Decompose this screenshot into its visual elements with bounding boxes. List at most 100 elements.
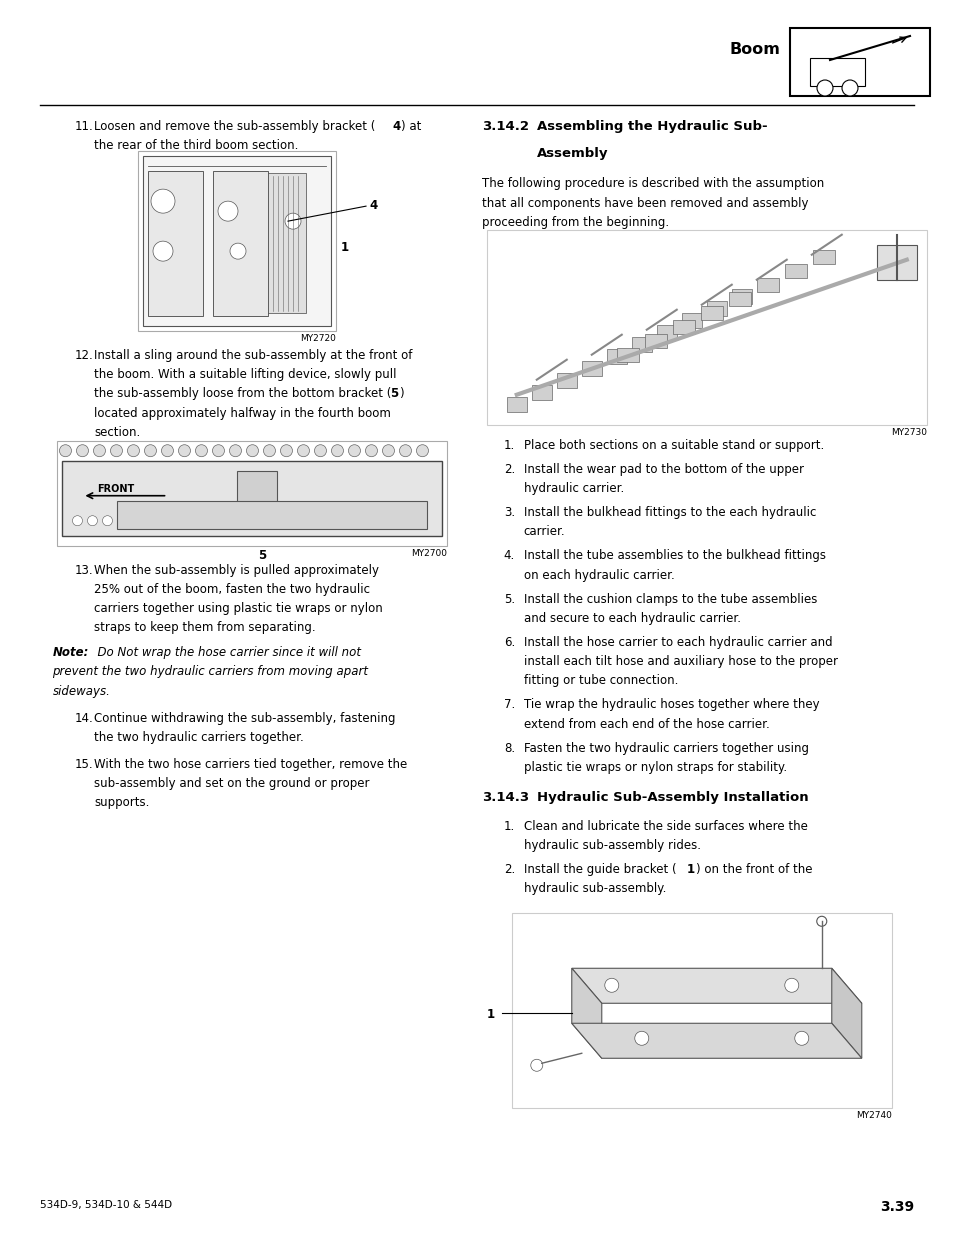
Text: The following procedure is described with the assumption: The following procedure is described wit… bbox=[481, 178, 823, 190]
Circle shape bbox=[314, 445, 326, 457]
Text: 1: 1 bbox=[486, 1008, 495, 1021]
Text: 7.: 7. bbox=[503, 699, 515, 711]
Text: 3.39: 3.39 bbox=[879, 1200, 913, 1214]
Circle shape bbox=[784, 978, 798, 992]
Circle shape bbox=[841, 80, 857, 96]
Text: sideways.: sideways. bbox=[52, 684, 111, 698]
Text: ) on the front of the: ) on the front of the bbox=[695, 863, 811, 876]
Circle shape bbox=[416, 445, 428, 457]
Text: carrier.: carrier. bbox=[523, 525, 565, 538]
Circle shape bbox=[263, 445, 275, 457]
Polygon shape bbox=[571, 968, 861, 1003]
Text: ): ) bbox=[399, 388, 404, 400]
Text: 1.: 1. bbox=[503, 438, 515, 452]
Bar bbox=[706, 300, 726, 316]
Bar bbox=[672, 320, 694, 333]
Bar bbox=[581, 361, 601, 375]
Text: prevent the two hydraulic carriers from moving apart: prevent the two hydraulic carriers from … bbox=[52, 666, 368, 678]
Text: 4.: 4. bbox=[503, 550, 515, 562]
Circle shape bbox=[816, 916, 826, 926]
Bar bbox=[656, 325, 676, 340]
Text: 3.14.2: 3.14.2 bbox=[481, 120, 528, 133]
Circle shape bbox=[151, 189, 174, 214]
Text: section.: section. bbox=[94, 426, 141, 438]
Text: 8.: 8. bbox=[503, 742, 515, 755]
Text: the sub-assembly loose from the bottom bracket (: the sub-assembly loose from the bottom b… bbox=[94, 388, 392, 400]
Text: Note:: Note: bbox=[52, 646, 89, 659]
Text: MY2720: MY2720 bbox=[300, 335, 335, 343]
Text: straps to keep them from separating.: straps to keep them from separating. bbox=[94, 621, 315, 634]
Text: 5: 5 bbox=[258, 548, 266, 562]
Text: 4: 4 bbox=[392, 120, 400, 133]
Circle shape bbox=[230, 243, 246, 259]
Text: Assembly: Assembly bbox=[537, 147, 608, 159]
Circle shape bbox=[195, 445, 207, 457]
Text: the boom. With a suitable lifting device, slowly pull: the boom. With a suitable lifting device… bbox=[94, 368, 396, 382]
Text: proceeding from the beginning.: proceeding from the beginning. bbox=[481, 216, 668, 228]
Text: Install the hose carrier to each hydraulic carrier and: Install the hose carrier to each hydraul… bbox=[523, 636, 832, 650]
Text: supports.: supports. bbox=[94, 797, 150, 809]
Text: 534D-9, 534D-10 & 544D: 534D-9, 534D-10 & 544D bbox=[40, 1200, 172, 1210]
Circle shape bbox=[230, 445, 241, 457]
Circle shape bbox=[88, 516, 97, 526]
Text: 2.: 2. bbox=[503, 463, 515, 475]
Circle shape bbox=[178, 445, 191, 457]
Text: 3.14.3: 3.14.3 bbox=[481, 790, 528, 804]
Text: 11.: 11. bbox=[74, 120, 93, 133]
Text: plastic tie wraps or nylon straps for stability.: plastic tie wraps or nylon straps for st… bbox=[523, 761, 786, 774]
Text: hydraulic carrier.: hydraulic carrier. bbox=[523, 482, 623, 495]
Text: hydraulic sub-assembly rides.: hydraulic sub-assembly rides. bbox=[523, 839, 700, 852]
Circle shape bbox=[161, 445, 173, 457]
Circle shape bbox=[72, 516, 82, 526]
Text: located approximately halfway in the fourth boom: located approximately halfway in the fou… bbox=[94, 406, 391, 420]
Text: that all components have been removed and assembly: that all components have been removed an… bbox=[481, 196, 807, 210]
Text: Hydraulic Sub-Assembly Installation: Hydraulic Sub-Assembly Installation bbox=[537, 790, 807, 804]
Circle shape bbox=[634, 1031, 648, 1045]
Bar bbox=[506, 396, 526, 411]
Text: Install the wear pad to the bottom of the upper: Install the wear pad to the bottom of th… bbox=[523, 463, 803, 475]
Circle shape bbox=[285, 214, 301, 230]
Bar bbox=[617, 348, 639, 362]
Bar bbox=[511, 913, 891, 1108]
Bar bbox=[143, 156, 331, 326]
Circle shape bbox=[280, 445, 293, 457]
Text: Do Not wrap the hose carrier since it will not: Do Not wrap the hose carrier since it wi… bbox=[91, 646, 361, 659]
Text: and secure to each hydraulic carrier.: and secure to each hydraulic carrier. bbox=[523, 611, 740, 625]
Bar bbox=[756, 278, 778, 291]
Bar bbox=[631, 337, 651, 352]
Text: 4: 4 bbox=[369, 199, 376, 212]
Bar bbox=[62, 461, 442, 536]
Bar bbox=[117, 500, 427, 529]
Circle shape bbox=[246, 445, 258, 457]
Circle shape bbox=[102, 516, 112, 526]
Circle shape bbox=[152, 241, 172, 261]
Polygon shape bbox=[571, 1024, 861, 1058]
Circle shape bbox=[59, 445, 71, 457]
Text: Install a sling around the sub-assembly at the front of: Install a sling around the sub-assembly … bbox=[94, 350, 413, 362]
Circle shape bbox=[331, 445, 343, 457]
Bar bbox=[809, 58, 864, 86]
Circle shape bbox=[816, 80, 832, 96]
Bar bbox=[644, 333, 666, 348]
Text: 3.: 3. bbox=[503, 506, 515, 519]
Circle shape bbox=[297, 445, 309, 457]
Bar bbox=[237, 471, 277, 509]
Circle shape bbox=[604, 978, 618, 992]
Bar bbox=[812, 249, 834, 264]
Bar bbox=[681, 312, 701, 327]
Text: Boom: Boom bbox=[728, 42, 780, 57]
Text: 25% out of the boom, fasten the two hydraulic: 25% out of the boom, fasten the two hydr… bbox=[94, 583, 370, 595]
Bar bbox=[700, 306, 722, 320]
Text: Install the guide bracket (: Install the guide bracket ( bbox=[523, 863, 676, 876]
Circle shape bbox=[794, 1031, 808, 1045]
Text: FRONT: FRONT bbox=[97, 484, 134, 494]
Circle shape bbox=[218, 201, 237, 221]
Text: extend from each end of the hose carrier.: extend from each end of the hose carrier… bbox=[523, 718, 769, 731]
Bar bbox=[486, 230, 925, 425]
Text: Install the tube assemblies to the bulkhead fittings: Install the tube assemblies to the bulkh… bbox=[523, 550, 825, 562]
Text: With the two hose carriers tied together, remove the: With the two hose carriers tied together… bbox=[94, 758, 407, 771]
Polygon shape bbox=[831, 968, 861, 1058]
Bar bbox=[57, 441, 447, 546]
Text: MY2740: MY2740 bbox=[855, 1112, 891, 1120]
Text: 12.: 12. bbox=[74, 350, 93, 362]
